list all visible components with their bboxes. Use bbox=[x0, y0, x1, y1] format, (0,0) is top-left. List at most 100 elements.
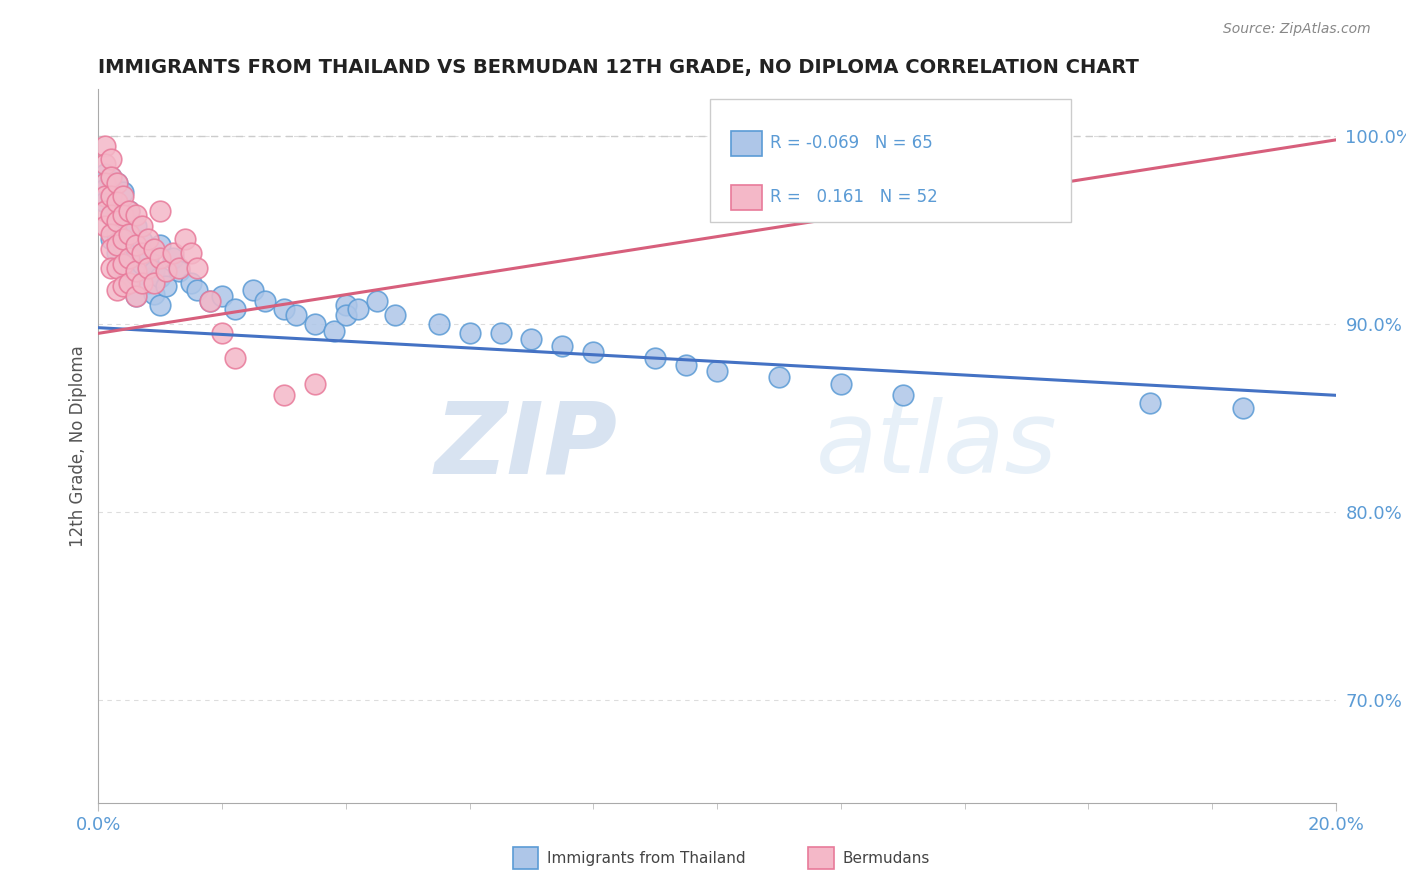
Point bbox=[93, 204, 115, 219]
Point bbox=[162, 251, 184, 265]
Point bbox=[112, 232, 135, 246]
Point bbox=[100, 227, 122, 241]
Point bbox=[149, 298, 172, 312]
Point bbox=[149, 251, 172, 265]
Point bbox=[100, 189, 122, 203]
Point bbox=[174, 232, 197, 246]
Point bbox=[211, 289, 233, 303]
Point bbox=[155, 279, 177, 293]
Point bbox=[335, 308, 357, 322]
Point bbox=[520, 332, 543, 346]
Point bbox=[131, 276, 153, 290]
Point bbox=[149, 204, 172, 219]
Point bbox=[136, 251, 159, 265]
Point bbox=[93, 182, 115, 196]
Point bbox=[180, 245, 202, 260]
Point bbox=[1139, 396, 1161, 410]
Point bbox=[100, 208, 122, 222]
Point bbox=[93, 138, 115, 153]
Point bbox=[304, 317, 326, 331]
Point bbox=[198, 294, 221, 309]
Point bbox=[118, 251, 141, 265]
Point bbox=[105, 204, 128, 219]
Point bbox=[100, 170, 122, 185]
Point bbox=[112, 213, 135, 227]
Point bbox=[118, 227, 141, 241]
Point bbox=[131, 219, 153, 234]
Point bbox=[105, 194, 128, 209]
Point bbox=[675, 358, 697, 372]
Point bbox=[162, 245, 184, 260]
Point bbox=[167, 260, 190, 275]
Point bbox=[143, 242, 166, 256]
Text: R =   0.161   N = 52: R = 0.161 N = 52 bbox=[770, 188, 938, 206]
Point bbox=[112, 189, 135, 203]
Point bbox=[304, 377, 326, 392]
Point bbox=[1232, 401, 1254, 416]
Point bbox=[155, 264, 177, 278]
Point bbox=[149, 238, 172, 252]
Point bbox=[93, 157, 115, 171]
Point bbox=[131, 257, 153, 271]
Point bbox=[180, 276, 202, 290]
Text: Immigrants from Thailand: Immigrants from Thailand bbox=[547, 851, 745, 865]
Point bbox=[118, 251, 141, 265]
Point bbox=[143, 276, 166, 290]
Point bbox=[93, 219, 115, 234]
Point bbox=[105, 245, 128, 260]
Point bbox=[143, 286, 166, 301]
Point bbox=[891, 388, 914, 402]
Point bbox=[198, 294, 221, 309]
Point bbox=[112, 260, 135, 275]
Point bbox=[118, 276, 141, 290]
Point bbox=[224, 301, 246, 316]
Point bbox=[458, 326, 481, 341]
Point bbox=[143, 264, 166, 278]
Point bbox=[273, 388, 295, 402]
Point bbox=[105, 283, 128, 297]
Text: IMMIGRANTS FROM THAILAND VS BERMUDAN 12TH GRADE, NO DIPLOMA CORRELATION CHART: IMMIGRANTS FROM THAILAND VS BERMUDAN 12T… bbox=[98, 58, 1139, 77]
Y-axis label: 12th Grade, No Diploma: 12th Grade, No Diploma bbox=[69, 345, 87, 547]
Point bbox=[105, 176, 128, 190]
Point bbox=[105, 213, 128, 227]
Point bbox=[254, 294, 277, 309]
Point bbox=[427, 317, 450, 331]
Point bbox=[131, 245, 153, 260]
Point bbox=[124, 219, 146, 234]
Point bbox=[644, 351, 666, 365]
Point bbox=[105, 238, 128, 252]
Point bbox=[124, 242, 146, 256]
Point bbox=[100, 242, 122, 256]
Point bbox=[105, 260, 128, 275]
Point bbox=[112, 208, 135, 222]
Point bbox=[124, 268, 146, 282]
Point bbox=[489, 326, 512, 341]
Point bbox=[112, 279, 135, 293]
Point bbox=[100, 260, 122, 275]
Point bbox=[124, 238, 146, 252]
Point bbox=[118, 227, 141, 241]
Point bbox=[105, 176, 128, 190]
Point bbox=[242, 283, 264, 297]
Text: R = -0.069   N = 65: R = -0.069 N = 65 bbox=[770, 135, 934, 153]
Point bbox=[285, 308, 308, 322]
Point bbox=[100, 170, 122, 185]
Point bbox=[551, 339, 574, 353]
Point bbox=[93, 194, 115, 209]
Point bbox=[112, 186, 135, 200]
Point bbox=[100, 152, 122, 166]
Point bbox=[211, 326, 233, 341]
Point bbox=[136, 260, 159, 275]
Point bbox=[112, 238, 135, 252]
Point bbox=[112, 257, 135, 271]
Point bbox=[149, 270, 172, 285]
Text: Bermudans: Bermudans bbox=[842, 851, 929, 865]
Point bbox=[100, 232, 122, 246]
Point bbox=[347, 301, 370, 316]
Point bbox=[136, 232, 159, 246]
Point bbox=[136, 276, 159, 290]
Point bbox=[124, 264, 146, 278]
Point bbox=[335, 298, 357, 312]
Point bbox=[93, 189, 115, 203]
Point bbox=[118, 276, 141, 290]
